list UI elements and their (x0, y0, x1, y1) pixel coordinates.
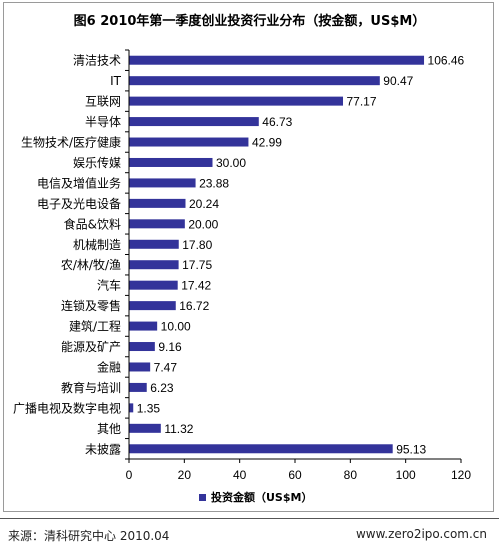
bar (129, 423, 161, 433)
data-label: 90.47 (383, 74, 413, 88)
x-tick-label: 80 (344, 468, 358, 482)
data-label: 20.24 (189, 197, 219, 211)
category-label: 互联网 (85, 95, 121, 109)
website-note: www.zero2ipo.com.cn (355, 527, 487, 541)
category-label: 电子及光电设备 (37, 197, 121, 211)
x-tick-label: 120 (451, 468, 471, 482)
bar (129, 157, 213, 167)
data-label: 11.32 (164, 422, 193, 436)
data-label: 95.13 (396, 442, 426, 456)
x-tick-label: 0 (126, 468, 133, 482)
bar (129, 178, 196, 188)
bar (129, 280, 178, 290)
data-label: 6.23 (150, 381, 174, 395)
bar (129, 76, 380, 86)
category-label: 半导体 (85, 115, 121, 129)
x-tick-label: 40 (233, 468, 247, 482)
category-label: 机械制造 (73, 237, 121, 252)
category-label: 能源及矿产 (61, 340, 121, 354)
chart-frame (3, 2, 494, 512)
data-label: 106.46 (428, 54, 465, 68)
bar (129, 239, 179, 249)
bar (129, 117, 259, 127)
data-label: 1.35 (137, 401, 161, 415)
category-label: 汽车 (97, 278, 121, 293)
category-label: 生物技术/医疗健康 (21, 135, 121, 150)
bar (129, 362, 151, 372)
data-label: 17.42 (181, 279, 211, 293)
data-label: 46.73 (262, 115, 292, 129)
data-label: 9.16 (158, 340, 182, 354)
category-label: 食品&饮料 (64, 216, 121, 231)
category-label: 娱乐传媒 (73, 155, 121, 170)
x-tick-label: 60 (288, 468, 302, 482)
bar (129, 382, 147, 392)
category-label: IT (110, 74, 122, 88)
bar (129, 55, 425, 65)
category-label: 连锁及零售 (61, 298, 121, 313)
bar (129, 321, 158, 331)
data-label: 10.00 (161, 320, 191, 334)
legend-swatch (199, 494, 206, 501)
bar (129, 260, 179, 270)
data-label: 7.47 (154, 360, 178, 374)
bar (129, 444, 393, 454)
data-label: 30.00 (216, 156, 246, 170)
bar (129, 96, 344, 106)
data-label: 17.75 (182, 258, 212, 272)
bar (129, 137, 249, 147)
data-label: 42.99 (252, 136, 282, 150)
category-label: 未披露 (85, 442, 121, 456)
data-label: 77.17 (347, 95, 377, 109)
x-tick-label: 100 (396, 468, 416, 482)
legend-label: 投资金额（US$M） (211, 490, 312, 504)
category-label: 农/林/牧/渔 (61, 258, 121, 272)
category-label: 广播电视及数字电视 (13, 400, 121, 415)
data-label: 17.80 (182, 238, 212, 252)
category-label: 建筑/工程 (69, 319, 121, 334)
bar (129, 342, 155, 352)
bar (129, 198, 186, 208)
data-label: 20.00 (188, 217, 218, 231)
source-note: 来源：清科研究中心 2010.04 (8, 529, 170, 543)
chart-title: 图6 2010年第一季度创业投资行业分布（按金额，US$M） (73, 14, 426, 29)
category-label: 教育与培训 (61, 380, 121, 395)
data-label: 16.72 (179, 299, 209, 313)
bar (129, 301, 176, 311)
category-label: 金融 (97, 359, 121, 374)
bar (129, 219, 185, 229)
category-label: 电信及增值业务 (37, 175, 121, 190)
bar (129, 403, 134, 413)
x-tick-label: 20 (178, 468, 192, 482)
category-label: 清洁技术 (73, 54, 121, 68)
data-label: 23.88 (199, 176, 229, 190)
category-label: 其他 (97, 422, 121, 436)
footer-divider (0, 518, 499, 519)
